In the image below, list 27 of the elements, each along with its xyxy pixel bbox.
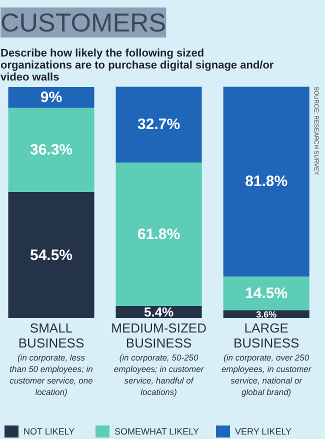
x-tick-label: LARGE BUSINESS: [233, 320, 300, 350]
legend-label: NOT LIKELY: [24, 426, 75, 436]
x-tick-label: MEDIUM-SIZED BUSINESS: [111, 320, 206, 350]
data-label: 81.8%: [245, 173, 288, 190]
chart-title: CUSTOMERS: [0, 8, 166, 38]
text: (in corporate, less than 50 employees; in customer service, one location): [10, 352, 94, 397]
bar: [223, 86, 310, 277]
data-label: 61.8%: [138, 226, 180, 243]
bar: [223, 276, 310, 310]
text: (in corporate, 50-250 employees; in customer service, handful of locations): [114, 352, 205, 397]
legend-label: VERY LIKELY: [235, 426, 292, 436]
bar: [116, 86, 202, 163]
x-tick-label: SMALL BUSINESS: [18, 320, 84, 350]
data-label: 14.5%: [245, 284, 288, 302]
chart-subtitle: Describe how likely the following sized organizations are to purchase digital signage and/or video walls: [0, 48, 274, 84]
data-label: 5.4%: [144, 304, 174, 320]
bar: [8, 192, 94, 318]
data-label: 9%: [40, 88, 62, 106]
bar: [116, 162, 202, 306]
data-label: 32.7%: [138, 116, 180, 134]
data-label: 36.3%: [30, 141, 73, 158]
data-label: 54.5%: [30, 246, 73, 264]
bar: [8, 108, 94, 192]
data-label: 3.6%: [256, 309, 277, 320]
legend-label: SOMEWHAT LIKELY: [114, 426, 200, 436]
bar: [8, 86, 94, 108]
text: (in corporate, over 250 employees, in customer service, national or global brand): [221, 352, 312, 397]
